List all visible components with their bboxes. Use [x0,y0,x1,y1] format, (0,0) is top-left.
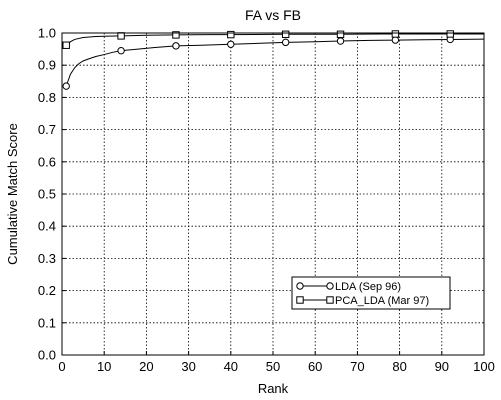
circle-marker [281,38,290,47]
legend-item: PCA_LDA (Mar 97) [296,295,429,307]
x-tick-label: 30 [181,359,195,374]
square-marker [281,30,290,38]
x-tick-label: 60 [308,359,322,374]
square-marker [117,32,125,40]
x-tick-label: 50 [266,359,280,374]
circle-marker [227,40,235,48]
square-marker [62,41,70,49]
circle-marker [62,82,70,90]
y-tick-label: 0.6 [38,154,56,169]
x-tick-label: 80 [392,359,406,374]
series-pca-lda [62,30,484,49]
legend-label: PCA_LDA (Mar 97) [335,295,429,307]
square-marker [296,296,304,304]
y-tick-label: 0.5 [38,187,56,202]
circle-marker [391,36,400,44]
legend-item: LDA (Sep 96) [296,281,401,293]
series-lda [62,35,485,90]
y-tick-label: 0.1 [38,315,56,330]
legend-box [291,276,451,310]
circle-marker [326,282,334,290]
chart-title: FA vs FB [245,7,301,23]
y-axis-label: Cumulative Match Score [5,123,20,265]
grid [62,33,484,355]
x-tick-label: 90 [435,359,449,374]
circle-marker [296,282,304,290]
circle-marker [336,37,345,45]
x-axis-label: Rank [258,381,289,396]
x-tick-label: 20 [139,359,153,374]
circle-marker [117,47,125,55]
square-marker [227,30,235,39]
square-marker [391,30,400,38]
legend-label: LDA (Sep 96) [335,281,401,293]
square-marker [172,31,180,39]
square-marker [336,30,345,38]
y-tick-label: 0.4 [38,219,56,234]
legend: LDA (Sep 96) PCA_LDA (Mar 97) [291,276,451,310]
y-tick-label: 0.9 [38,58,56,73]
x-tick-label: 70 [350,359,364,374]
series-line [65,33,484,46]
x-tick-label: 100 [473,359,495,374]
y-tick-label: 1.0 [38,26,56,41]
y-tick-label: 0.8 [38,90,56,105]
y-tick-label: 0.3 [38,251,56,266]
y-tick-label: 0.2 [38,283,56,298]
y-tick-label: 0.7 [38,122,56,137]
square-marker [326,296,334,304]
y-tick-label: 0.0 [38,348,56,363]
x-tick-label: 10 [97,359,111,374]
circle-marker [172,42,180,50]
plot-series [62,30,485,90]
square-marker [446,30,454,38]
series-line [65,38,485,87]
axis-ticks: 0 10 20 30 40 50 60 70 80 90 100 0.0 0.1 0.2 0.3 0.4 0.5… [38,26,495,375]
x-tick-label: 0 [58,359,65,374]
x-tick-label: 40 [224,359,238,374]
